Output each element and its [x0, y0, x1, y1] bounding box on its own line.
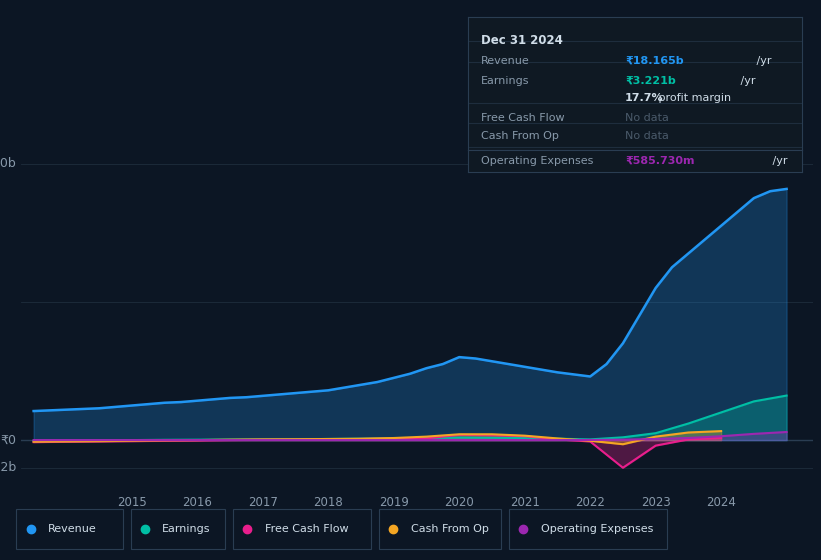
Text: 2023: 2023: [640, 496, 671, 508]
Text: 2019: 2019: [378, 496, 409, 508]
Text: Free Cash Flow: Free Cash Flow: [481, 113, 565, 123]
Text: /yr: /yr: [753, 55, 772, 66]
Text: /yr: /yr: [737, 76, 755, 86]
Text: ₹3.221b: ₹3.221b: [625, 76, 676, 86]
Text: Dec 31 2024: Dec 31 2024: [481, 34, 563, 47]
Text: ₹18.165b: ₹18.165b: [625, 55, 684, 66]
Text: No data: No data: [625, 132, 669, 141]
Text: Earnings: Earnings: [163, 524, 211, 534]
Text: Revenue: Revenue: [481, 55, 530, 66]
Text: Operating Expenses: Operating Expenses: [481, 156, 594, 166]
Text: ₹585.730m: ₹585.730m: [625, 156, 695, 166]
Text: Revenue: Revenue: [48, 524, 97, 534]
Text: 2017: 2017: [248, 496, 277, 508]
Text: 2021: 2021: [510, 496, 539, 508]
Text: Cash From Op: Cash From Op: [481, 132, 559, 141]
Text: 2015: 2015: [117, 496, 147, 508]
Text: profit margin: profit margin: [655, 93, 732, 103]
Text: Cash From Op: Cash From Op: [410, 524, 488, 534]
Text: ₹0: ₹0: [1, 433, 16, 446]
Text: 2022: 2022: [576, 496, 605, 508]
Text: Free Cash Flow: Free Cash Flow: [264, 524, 348, 534]
Text: 2018: 2018: [314, 496, 343, 508]
Text: -₹2b: -₹2b: [0, 461, 16, 474]
Text: 17.7%: 17.7%: [625, 93, 663, 103]
Text: No data: No data: [625, 113, 669, 123]
Text: 2020: 2020: [444, 496, 474, 508]
Text: ₹20b: ₹20b: [0, 157, 16, 170]
Text: 2024: 2024: [706, 496, 736, 508]
Text: 2016: 2016: [182, 496, 213, 508]
Text: Earnings: Earnings: [481, 76, 530, 86]
Text: Operating Expenses: Operating Expenses: [540, 524, 653, 534]
Text: /yr: /yr: [769, 156, 788, 166]
